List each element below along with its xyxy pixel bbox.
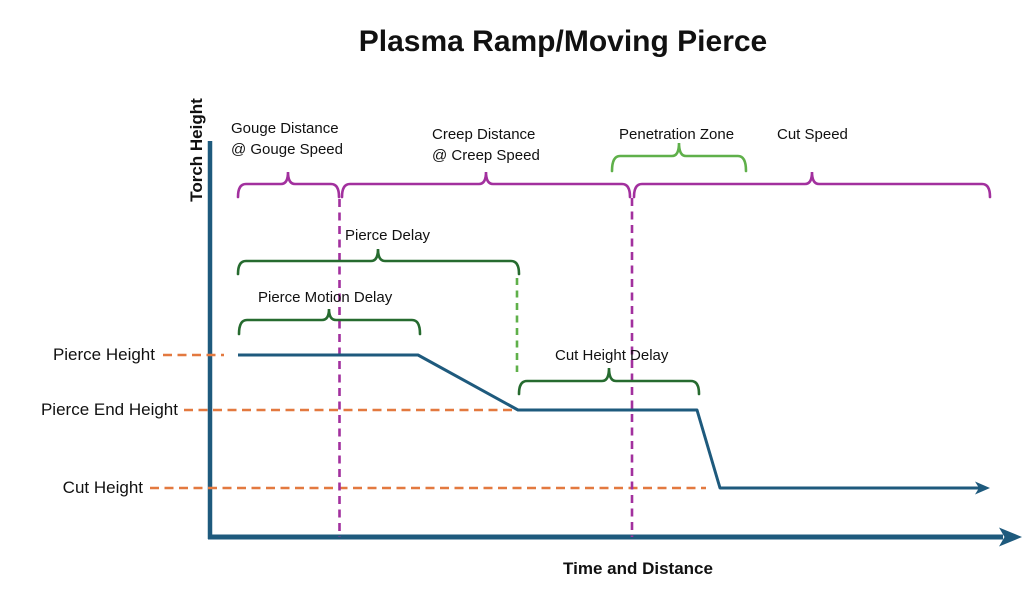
penetration-zone-label: Penetration Zone <box>619 126 735 143</box>
creep-distance-brace <box>340 171 632 199</box>
x-axis-arrowhead-icon <box>999 527 1022 547</box>
pierce-motion-delay-label: Pierce Motion Delay <box>258 289 393 306</box>
cut-height-label: Cut Height <box>62 478 143 497</box>
gouge-distance-label: Gouge Distance @ Gouge Speed <box>231 118 343 160</box>
diagram-title: Plasma Ramp/Moving Pierce <box>358 25 768 58</box>
pierce-delay-label: Pierce Delay <box>345 227 431 244</box>
x-axis-label: Time and Distance <box>563 559 713 578</box>
cut-speed-label: Cut Speed <box>777 126 848 143</box>
gouge-distance-label-line2: @ Gouge Speed <box>231 141 343 158</box>
gouge-distance-label-line1: Gouge Distance <box>231 120 339 137</box>
torch-profile-line <box>238 353 980 490</box>
gouge-distance-brace <box>236 171 341 199</box>
creep-distance-label-line2: @ Creep Speed <box>432 147 540 164</box>
pierce-end-height-label: Pierce End Height <box>40 400 178 419</box>
cut-height-delay-label: Cut Height Delay <box>555 347 669 364</box>
pierce-motion-delay-brace <box>237 308 422 336</box>
creep-distance-label: Creep Distance @ Creep Speed <box>432 124 540 166</box>
pierce-delay-brace <box>236 248 521 276</box>
penetration-zone-brace <box>610 142 748 173</box>
cut-speed-brace <box>632 171 992 199</box>
cut-height-delay-brace <box>517 367 701 396</box>
torch-profile-arrowhead-icon <box>975 481 990 495</box>
creep-distance-label-line1: Creep Distance <box>432 126 536 143</box>
y-axis-label: Torch Height <box>187 98 206 202</box>
pierce-height-label: Pierce Height <box>52 345 155 364</box>
